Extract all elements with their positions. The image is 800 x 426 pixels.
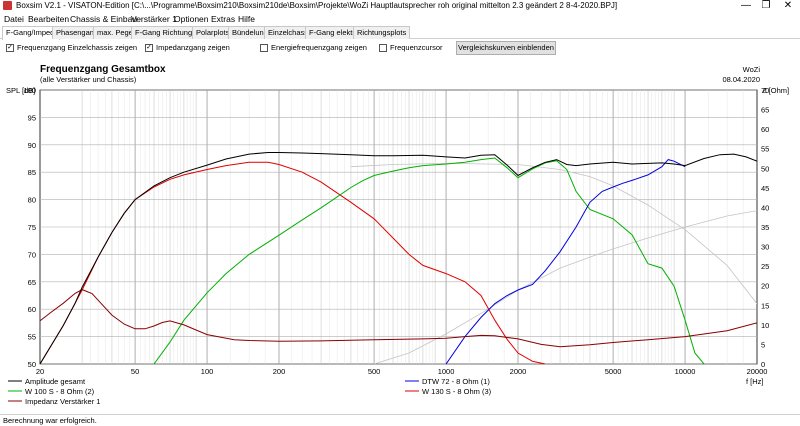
y-tick-label-left: 55 bbox=[28, 333, 36, 342]
y-axis-right-label: Z [Ohm] bbox=[762, 86, 789, 95]
frequenzcursor-label: Frequenzcursor bbox=[390, 43, 443, 52]
title-bar: Boxsim V2.1 - VISATON-Edition [C:\...\Pr… bbox=[0, 0, 800, 12]
menu-optionen[interactable]: Optionen bbox=[174, 14, 209, 24]
compare-curves-button[interactable]: Vergleichskurven einblenden bbox=[456, 41, 556, 55]
x-tick-label: 500 bbox=[368, 367, 381, 376]
y-tick-label-right: 45 bbox=[761, 184, 769, 193]
y-tick-label-right: 50 bbox=[761, 164, 769, 173]
menu-bar: Datei Bearbeiten Chassis & Einbau Verstä… bbox=[0, 13, 800, 25]
y-tick-label-right: 60 bbox=[761, 125, 769, 134]
chart-area: Frequenzgang Gesamtbox (alle Verstärker … bbox=[0, 58, 800, 414]
frequenzcursor-checkbox[interactable] bbox=[379, 44, 387, 52]
tab-bar: F-Gang/Imped. Phasengang max. Pegel F-Ga… bbox=[0, 26, 800, 40]
x-tick-label: 10000 bbox=[675, 367, 696, 376]
close-button[interactable]: ✕ bbox=[783, 0, 793, 11]
menu-chassis-einbau[interactable]: Chassis & Einbau bbox=[70, 14, 138, 24]
y-axis-left-label: SPL [dB] bbox=[6, 86, 35, 95]
y-tick-label-left: 85 bbox=[28, 168, 36, 177]
menu-hilfe[interactable]: Hilfe bbox=[238, 14, 256, 24]
y-tick-label-right: 15 bbox=[761, 301, 769, 310]
legend-label: Amplitude gesamt bbox=[25, 377, 86, 386]
einzelchassis-checkbox[interactable]: ✓ bbox=[6, 44, 14, 52]
y-tick-label-left: 90 bbox=[28, 141, 36, 150]
y-tick-label-right: 70 bbox=[761, 86, 769, 95]
x-tick-label: 200 bbox=[273, 367, 286, 376]
x-tick-label: 20 bbox=[36, 367, 44, 376]
y-tick-label-right: 30 bbox=[761, 243, 769, 252]
chart-subtitle: (alle Verstärker und Chassis) bbox=[40, 75, 137, 84]
menu-datei[interactable]: Datei bbox=[4, 14, 24, 24]
y-tick-label-left: 100 bbox=[23, 86, 36, 95]
series-line-amplitude-gesamt bbox=[40, 152, 757, 364]
reference-curve bbox=[350, 162, 757, 304]
series-line-w-100-s-8-ohm-2 bbox=[153, 157, 705, 364]
chart-date: 08.04.2020 bbox=[722, 75, 760, 84]
x-tick-label: 100 bbox=[201, 367, 214, 376]
y-tick-label-left: 65 bbox=[28, 278, 36, 287]
option-energiefrequenzgang[interactable]: Energiefrequenzgang zeigen bbox=[260, 43, 367, 53]
y-tick-label-right: 35 bbox=[761, 223, 769, 232]
maximize-button[interactable]: ❐ bbox=[761, 0, 771, 11]
energiefrequenzgang-label: Energiefrequenzgang zeigen bbox=[271, 43, 367, 52]
legend-label: W 100 S - 8 Ohm (2) bbox=[25, 387, 95, 396]
y-tick-label-left: 70 bbox=[28, 250, 36, 259]
minimize-button[interactable]: — bbox=[741, 0, 751, 11]
app-icon bbox=[3, 1, 12, 10]
status-bar: Berechnung war erfolgreich. bbox=[0, 414, 800, 426]
chart-author: WoZi bbox=[743, 65, 761, 74]
menu-verstaerker[interactable]: Verstärker 1 bbox=[131, 14, 177, 24]
y-tick-label-left: 50 bbox=[28, 360, 36, 369]
impedanzgang-checkbox[interactable]: ✓ bbox=[145, 44, 153, 52]
chart-grid bbox=[39, 89, 758, 365]
x-tick-label: 5000 bbox=[605, 367, 622, 376]
energiefrequenzgang-checkbox[interactable] bbox=[260, 44, 268, 52]
series-line-dtw-72-8-ohm-1 bbox=[445, 159, 686, 364]
chart-ticks: 20 50 100 200 500 1000 2000 5000 10000 2000050556… bbox=[23, 86, 769, 376]
option-frequenzcursor[interactable]: Frequenzcursor bbox=[379, 43, 443, 53]
y-tick-label-right: 5 bbox=[761, 340, 765, 349]
option-einzelchassis[interactable]: ✓ Frequenzgang Einzelchassis zeigen bbox=[6, 43, 137, 53]
y-tick-label-right: 20 bbox=[761, 282, 769, 291]
tab-richtungsplots[interactable]: Richtungsplots bbox=[353, 26, 411, 39]
y-tick-label-right: 25 bbox=[761, 262, 769, 271]
x-tick-label: 2000 bbox=[510, 367, 527, 376]
menu-extras[interactable]: Extras bbox=[211, 14, 236, 24]
legend-label: DTW 72 - 8 Ohm (1) bbox=[422, 377, 490, 386]
x-tick-label: 20000 bbox=[747, 367, 768, 376]
x-tick-label: 50 bbox=[131, 367, 139, 376]
frequency-response-chart: Frequenzgang Gesamtbox (alle Verstärker … bbox=[6, 64, 789, 406]
chart-curves bbox=[40, 152, 757, 364]
y-tick-label-right: 65 bbox=[761, 106, 769, 115]
window-title: Boxsim V2.1 - VISATON-Edition [C:\...\Pr… bbox=[16, 1, 618, 10]
series-line-impedanz-verst-rker-1 bbox=[40, 289, 757, 348]
x-tick-label: 1000 bbox=[438, 367, 455, 376]
y-tick-label-right: 0 bbox=[761, 360, 765, 369]
options-bar: ✓ Frequenzgang Einzelchassis zeigen ✓ Im… bbox=[0, 40, 800, 56]
y-tick-label-right: 10 bbox=[761, 321, 769, 330]
impedanzgang-label: Impedanzgang zeigen bbox=[156, 43, 230, 52]
legend-label: W 130 S - 8 Ohm (3) bbox=[422, 387, 492, 396]
einzelchassis-label: Frequenzgang Einzelchassis zeigen bbox=[17, 43, 138, 52]
option-impedanzgang[interactable]: ✓ Impedanzgang zeigen bbox=[145, 43, 230, 53]
y-tick-label-left: 80 bbox=[28, 196, 36, 205]
y-tick-label-left: 95 bbox=[28, 113, 36, 122]
menu-bearbeiten[interactable]: Bearbeiten bbox=[28, 14, 70, 24]
reference-curve bbox=[373, 210, 757, 364]
legend-label: Impedanz Verstärker 1 bbox=[25, 397, 100, 406]
y-tick-label-left: 75 bbox=[28, 223, 36, 232]
x-axis-label: f [Hz] bbox=[746, 377, 764, 386]
y-tick-label-right: 55 bbox=[761, 145, 769, 154]
y-tick-label-right: 40 bbox=[761, 203, 769, 212]
chart-title: Frequenzgang Gesamtbox bbox=[40, 64, 166, 75]
y-tick-label-left: 60 bbox=[28, 305, 36, 314]
